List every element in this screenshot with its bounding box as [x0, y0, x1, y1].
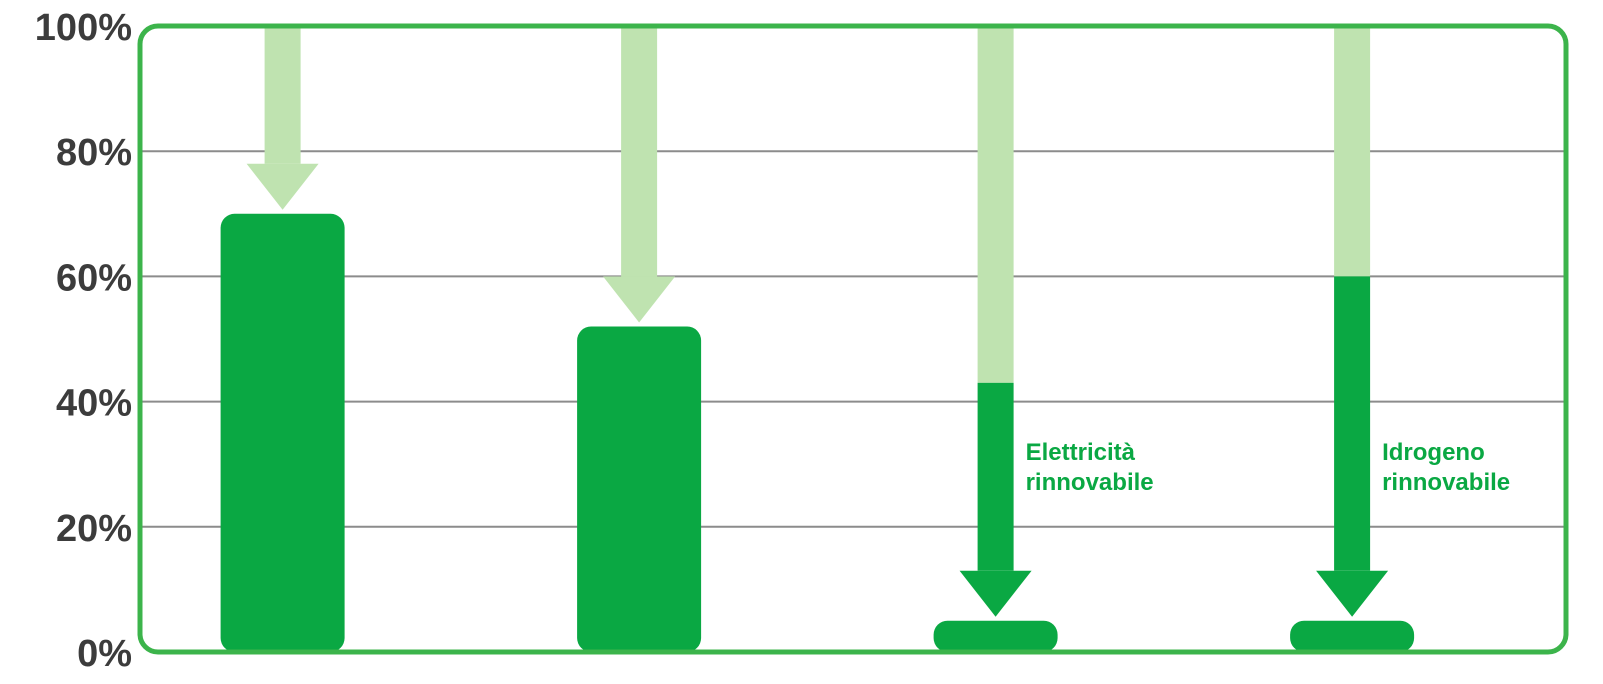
bar [1290, 620, 1415, 652]
plot-frame [137, 23, 1569, 655]
y-tick-label: 0% [77, 633, 132, 675]
arrow-shaft [621, 24, 658, 277]
y-tick-label: 100% [35, 7, 132, 49]
y-axis: 0% 20% 40% 60% 80% 100% [35, 7, 132, 675]
y-tick-label: 40% [56, 383, 132, 425]
arrow-shaft-dark [977, 382, 1014, 571]
grid-lines [140, 150, 1566, 528]
arrow-head [603, 276, 676, 323]
plot-border [137, 23, 1569, 655]
arrow-shaft-light [977, 24, 1014, 383]
bar [933, 620, 1058, 652]
bar [577, 326, 702, 652]
bars [220, 213, 1415, 653]
arrow-head [246, 163, 319, 210]
arrow-shaft [264, 24, 301, 164]
bar [220, 213, 345, 653]
annotations: Elettricità rinnovabile Idrogeno rinnovabil… [1026, 439, 1511, 496]
arrow-shaft-dark [1334, 276, 1371, 571]
arrow-shaft-light [1334, 24, 1371, 277]
y-tick-label: 80% [56, 132, 132, 174]
y-tick-label: 20% [56, 508, 132, 550]
annotation-label: Idrogeno rinnovabile [1382, 439, 1510, 496]
annotation-label: Elettricità rinnovabile [1026, 439, 1154, 496]
arrows [246, 24, 1389, 617]
y-tick-label: 60% [56, 257, 132, 299]
arrow-head [1316, 570, 1389, 617]
arrow-head [959, 570, 1032, 617]
